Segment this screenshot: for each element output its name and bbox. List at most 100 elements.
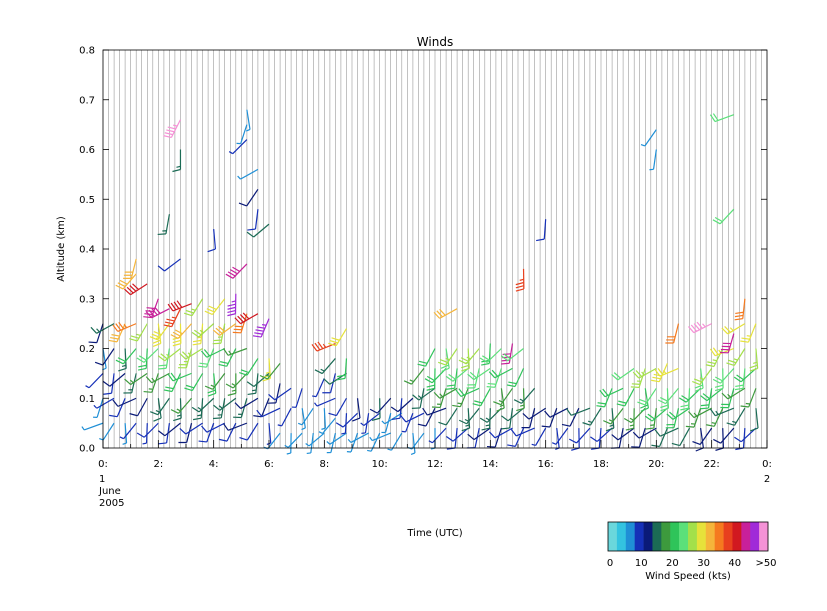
- barb-feather: [694, 384, 703, 389]
- barb-feather: [225, 273, 234, 279]
- barb-feather: [709, 408, 716, 417]
- barb-staff: [466, 407, 480, 425]
- barb-staff: [500, 387, 513, 406]
- barb-staff: [350, 432, 359, 453]
- barb-half-feather: [519, 278, 524, 281]
- barb-feather: [461, 367, 470, 372]
- barb-half-feather: [265, 371, 271, 374]
- wind-barb: [157, 348, 181, 362]
- barb-staff: [240, 313, 259, 325]
- barb-staff: [109, 372, 126, 387]
- barb-half-feather: [187, 352, 192, 357]
- barb-feather: [160, 353, 168, 360]
- barb-feather: [652, 376, 661, 380]
- barb-staff: [521, 387, 536, 404]
- wind-barb: [222, 347, 248, 356]
- wind-barb: [267, 383, 281, 404]
- wind-barb: [124, 372, 148, 386]
- wind-barb: [611, 367, 635, 381]
- wind-barb: [228, 139, 248, 155]
- wind-barb: [452, 388, 469, 408]
- barb-staff: [329, 373, 336, 393]
- wind-barb: [657, 387, 679, 405]
- barb-staff: [742, 428, 746, 449]
- barb-staff: [514, 427, 525, 447]
- barb-staff: [191, 298, 204, 317]
- barb-half-feather: [151, 377, 156, 382]
- barb-feather: [222, 348, 229, 356]
- barb-staff: [473, 427, 491, 441]
- barb-feather: [262, 377, 271, 382]
- barb-staff: [460, 387, 480, 397]
- barb-staff: [350, 432, 369, 443]
- barb-half-feather: [608, 419, 614, 422]
- barb-staff: [439, 308, 458, 319]
- barb-staff: [659, 427, 679, 437]
- barb-staff: [494, 427, 502, 448]
- barb-half-feather: [245, 128, 251, 132]
- wind-barb: [172, 149, 182, 173]
- wind-barb: [740, 388, 757, 408]
- barb-feather: [166, 129, 175, 133]
- barb-feather: [138, 364, 147, 368]
- barb-feather: [623, 417, 632, 424]
- wind-barb: [213, 397, 237, 411]
- barb-staff: [130, 283, 148, 296]
- barb-half-feather: [314, 402, 318, 407]
- barb-feather: [207, 389, 216, 394]
- barb-feather: [700, 395, 708, 402]
- barb-half-feather: [99, 437, 104, 441]
- barb-feather: [317, 341, 324, 349]
- barb-staff: [130, 258, 137, 279]
- x-tick-label: 10:: [372, 459, 388, 470]
- barb-feather: [469, 371, 477, 379]
- wind-barb: [115, 273, 137, 290]
- x-tick-label: 0:: [98, 459, 108, 470]
- barb-staff: [489, 408, 491, 429]
- wind-barb: [387, 432, 403, 451]
- wind-barb: [335, 412, 358, 428]
- y-tick-label: 0.5: [79, 195, 95, 206]
- barb-feather: [507, 444, 516, 447]
- wind-barb: [713, 427, 735, 444]
- barb-feather: [129, 338, 138, 342]
- wind-barb: [685, 408, 702, 428]
- barb-feather: [500, 355, 509, 362]
- y-tick-label: 0.8: [79, 46, 95, 57]
- wind-barb: [318, 417, 336, 435]
- wind-barb: [466, 368, 480, 389]
- barb-feather: [700, 407, 709, 410]
- barb-feather: [215, 327, 223, 334]
- wind-barb: [417, 348, 436, 367]
- barb-half-feather: [381, 420, 386, 425]
- barb-staff: [330, 432, 336, 453]
- wind-barb: [122, 423, 128, 445]
- wind-barb: [551, 427, 569, 445]
- barb-staff: [344, 413, 348, 434]
- barb-staff: [177, 397, 192, 414]
- barb-feather: [501, 415, 509, 422]
- barb-feather: [712, 378, 721, 384]
- barb-half-feather: [729, 327, 734, 332]
- barb-feather: [88, 341, 97, 344]
- barb-staff: [143, 422, 159, 438]
- barb-feather: [714, 384, 724, 388]
- wind-barb: [734, 298, 746, 321]
- barb-half-feather: [176, 408, 181, 412]
- wind-barb: [204, 298, 226, 316]
- x-tick-label: 8:: [319, 459, 329, 470]
- barb-staff: [624, 388, 635, 407]
- wind-barb: [426, 368, 436, 391]
- barb-staff: [397, 397, 414, 413]
- barb-staff: [719, 367, 735, 384]
- barb-feather: [726, 362, 735, 367]
- barb-half-feather: [123, 324, 128, 329]
- barb-staff: [185, 348, 193, 368]
- wind-barb: [712, 208, 735, 225]
- barb-staff: [665, 387, 679, 405]
- barb-feather: [510, 428, 517, 437]
- x-tick-label: 2:: [153, 459, 163, 470]
- date-label: 2005: [99, 498, 124, 509]
- barb-feather: [426, 387, 435, 391]
